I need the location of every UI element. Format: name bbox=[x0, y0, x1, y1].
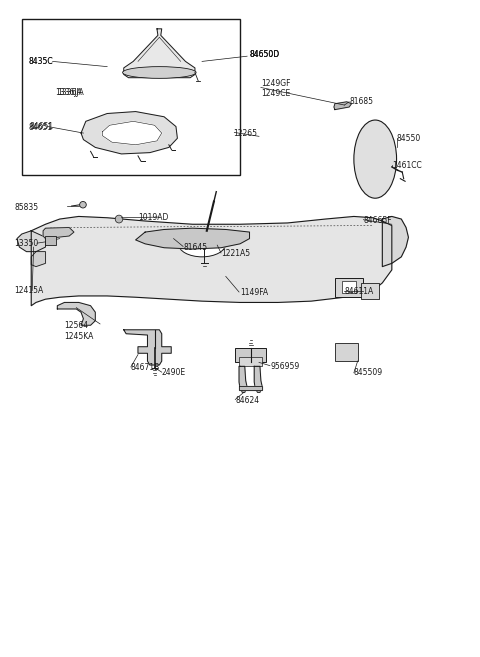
Text: 81685: 81685 bbox=[349, 97, 373, 106]
Bar bbox=[235, 348, 266, 363]
Ellipse shape bbox=[179, 231, 226, 257]
Bar bbox=[22, 19, 240, 175]
Text: 8435C: 8435C bbox=[29, 57, 53, 66]
Text: 1336JA: 1336JA bbox=[57, 87, 84, 97]
Ellipse shape bbox=[115, 215, 123, 223]
Polygon shape bbox=[57, 302, 96, 325]
Polygon shape bbox=[31, 216, 392, 306]
Ellipse shape bbox=[122, 66, 196, 78]
Text: 84624: 84624 bbox=[235, 396, 259, 405]
Polygon shape bbox=[239, 367, 247, 392]
Ellipse shape bbox=[80, 202, 86, 208]
Polygon shape bbox=[136, 228, 250, 249]
Text: 84651: 84651 bbox=[30, 122, 54, 131]
Polygon shape bbox=[124, 330, 171, 365]
Text: 81645: 81645 bbox=[183, 242, 207, 252]
Polygon shape bbox=[43, 227, 74, 238]
Bar bbox=[239, 357, 262, 367]
Text: 1149FA: 1149FA bbox=[240, 288, 268, 297]
Polygon shape bbox=[383, 216, 408, 267]
Text: 8435C: 8435C bbox=[29, 57, 53, 66]
Text: 1461CC: 1461CC bbox=[392, 161, 421, 170]
Text: 85835: 85835 bbox=[14, 203, 39, 212]
Polygon shape bbox=[239, 386, 262, 390]
Polygon shape bbox=[81, 112, 178, 154]
Polygon shape bbox=[17, 231, 46, 252]
Text: 84650D: 84650D bbox=[250, 51, 280, 59]
Text: 84650D: 84650D bbox=[250, 51, 280, 59]
Text: 12415A: 12415A bbox=[14, 286, 44, 295]
Bar bbox=[342, 281, 356, 292]
Text: 12564
1245KA: 12564 1245KA bbox=[64, 321, 94, 341]
Polygon shape bbox=[254, 367, 262, 392]
Text: 13350: 13350 bbox=[14, 239, 39, 248]
Text: 1019AD: 1019AD bbox=[138, 214, 168, 222]
Text: 2490E: 2490E bbox=[162, 369, 186, 377]
Ellipse shape bbox=[354, 120, 396, 198]
Text: 84611A: 84611A bbox=[344, 287, 373, 296]
Polygon shape bbox=[124, 29, 195, 78]
Text: 1221A5: 1221A5 bbox=[221, 249, 250, 258]
Polygon shape bbox=[31, 252, 46, 267]
Text: 84665F: 84665F bbox=[363, 216, 392, 225]
Text: 1249GF
1249CE: 1249GF 1249CE bbox=[261, 79, 291, 99]
Polygon shape bbox=[102, 122, 162, 145]
Text: 84650D: 84650D bbox=[250, 51, 280, 59]
Text: 84550: 84550 bbox=[396, 134, 421, 143]
Text: 84651: 84651 bbox=[29, 124, 53, 132]
Bar bbox=[46, 236, 56, 245]
Text: 1336JA: 1336JA bbox=[55, 88, 82, 97]
Text: 84671B: 84671B bbox=[131, 363, 160, 372]
Bar bbox=[335, 278, 363, 297]
Bar bbox=[361, 283, 379, 299]
Text: 845509: 845509 bbox=[354, 369, 383, 377]
Polygon shape bbox=[334, 102, 351, 110]
Text: 956959: 956959 bbox=[271, 362, 300, 371]
Text: 12265: 12265 bbox=[233, 129, 257, 137]
Bar bbox=[335, 343, 358, 361]
